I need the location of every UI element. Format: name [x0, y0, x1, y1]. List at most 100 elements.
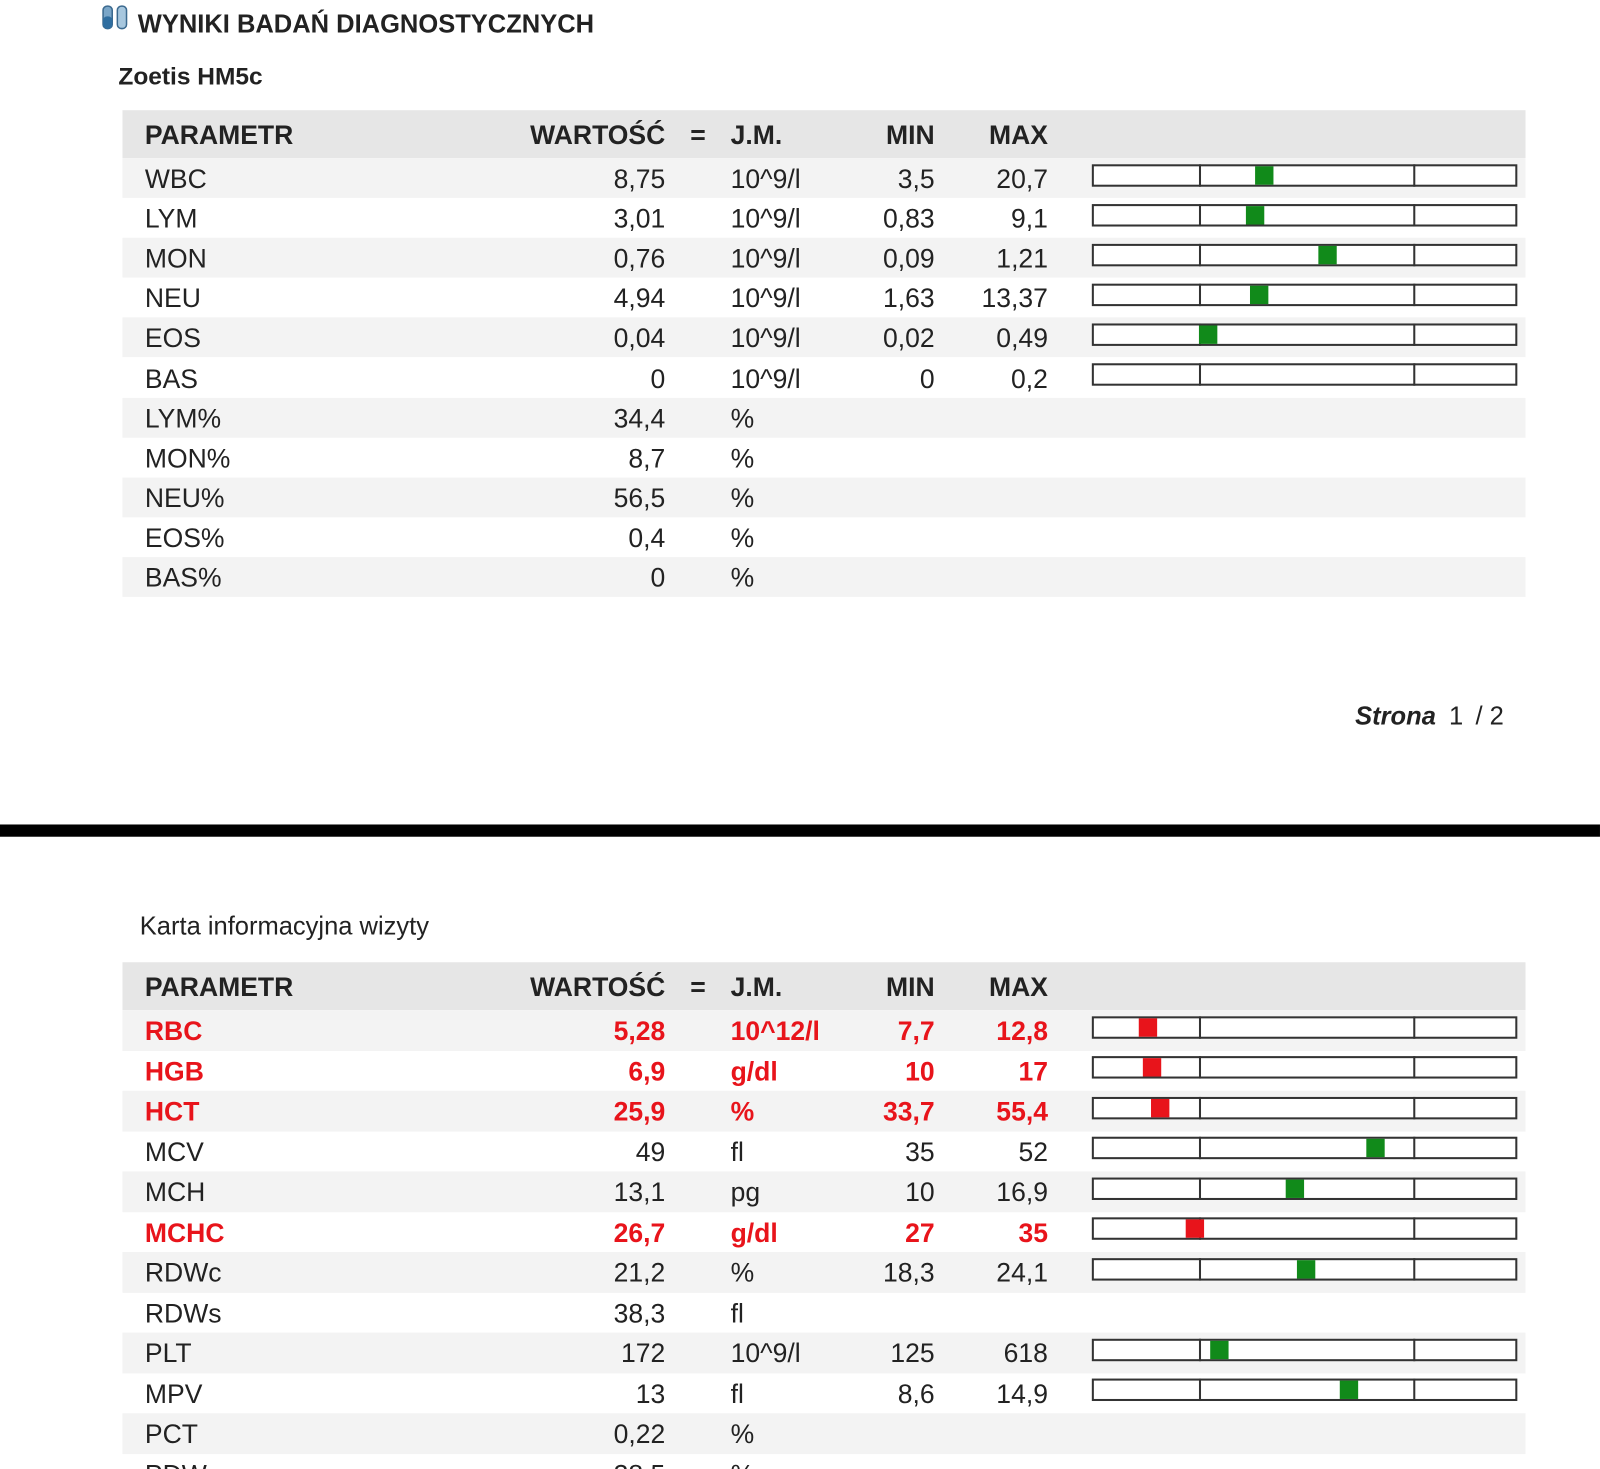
cell: PLT — [144, 1337, 192, 1369]
range-bar — [1091, 243, 1518, 267]
cell: 0,22 — [613, 1418, 666, 1449]
cell: MCH — [144, 1176, 206, 1208]
cell: 0,76 — [613, 243, 666, 274]
range-divider — [1413, 1096, 1416, 1120]
cell: % — [730, 1257, 755, 1288]
cell: % — [730, 562, 755, 593]
range-divider — [1198, 203, 1202, 227]
cell: 10^12/l — [730, 1015, 820, 1046]
cell: 20,7 — [996, 163, 1048, 194]
cell: 6,9 — [628, 1055, 666, 1087]
section-title: Karta informacyjna wizyty — [139, 912, 430, 941]
cell: 10^9/l — [730, 203, 801, 234]
range-divider — [1198, 1177, 1202, 1200]
cell: MCV — [144, 1136, 204, 1167]
column-header: = — [690, 119, 706, 150]
range-marker — [1366, 1139, 1385, 1158]
range-divider — [1413, 203, 1416, 227]
cell: 34,4 — [613, 402, 666, 434]
cell: 13,1 — [613, 1176, 666, 1208]
cell: 0,09 — [883, 243, 935, 274]
cell: PCT — [144, 1418, 198, 1449]
cell: pg — [730, 1176, 761, 1208]
row-bg — [122, 1413, 1526, 1454]
range-marker — [1250, 285, 1269, 304]
cell: 8,75 — [613, 163, 666, 194]
range-divider — [1198, 1257, 1202, 1281]
cell: 33,7 — [883, 1095, 935, 1127]
range-divider — [1413, 363, 1416, 386]
cell: % — [730, 442, 755, 474]
range-marker — [1142, 1058, 1161, 1077]
cell: % — [730, 482, 755, 514]
title: WYNIKI BADAŃ DIAGNOSTYCZNYCH — [137, 10, 595, 39]
range-bar — [1091, 1096, 1518, 1120]
cell: EOS — [144, 322, 201, 354]
range-marker — [1286, 1179, 1305, 1198]
cell: BAS — [144, 362, 198, 394]
row-bg — [122, 477, 1526, 518]
column-header: J.M. — [730, 119, 783, 150]
range-bar — [1091, 1378, 1518, 1402]
cell: RDWc — [144, 1257, 222, 1288]
cell: 52 — [1018, 1136, 1048, 1167]
range-bar — [1091, 203, 1518, 227]
cell: 13 — [635, 1378, 666, 1409]
range-marker — [1255, 165, 1274, 185]
cell: fl — [730, 1378, 744, 1409]
range-bar — [1091, 1338, 1518, 1361]
cell: 9,1 — [1011, 203, 1048, 234]
cell: 10^9/l — [730, 322, 801, 354]
cell: NEU — [144, 282, 201, 314]
range-bar — [1091, 1136, 1518, 1160]
range-divider — [1413, 283, 1416, 306]
range-divider — [1413, 323, 1416, 346]
cell: LYM% — [144, 402, 222, 434]
cell: % — [730, 402, 755, 434]
cell: 21,2 — [613, 1257, 666, 1288]
range-divider — [1413, 243, 1416, 267]
range-divider — [1198, 163, 1202, 187]
range-divider — [1198, 363, 1202, 386]
column-header: J.M. — [730, 971, 783, 1003]
cell: RDWs — [144, 1297, 222, 1329]
cell: 0,02 — [883, 322, 935, 354]
cell: BAS% — [144, 562, 222, 593]
range-bar — [1091, 1217, 1518, 1241]
range-divider — [1413, 1257, 1416, 1281]
cell: 1,21 — [996, 243, 1048, 274]
range-divider — [1198, 1136, 1202, 1160]
range-bar — [1091, 1056, 1518, 1079]
range-bar — [1091, 1177, 1518, 1200]
cell: 7,7 — [897, 1015, 935, 1046]
cell: 10^9/l — [730, 362, 801, 394]
range-marker — [1138, 1018, 1158, 1037]
cell: 0,2 — [1011, 362, 1048, 394]
range-divider — [1198, 1378, 1202, 1402]
cell: 172 — [621, 1337, 666, 1369]
cell: 125 — [890, 1337, 935, 1369]
range-divider — [1413, 163, 1416, 187]
cell: WBC — [144, 163, 207, 194]
table-header-bg — [122, 110, 1526, 159]
range-divider — [1198, 1056, 1202, 1079]
cell: RBC — [144, 1015, 203, 1046]
range-marker — [1339, 1380, 1358, 1400]
cell: 8,7 — [628, 442, 666, 474]
range-marker — [1198, 325, 1218, 344]
cell: 56,5 — [613, 482, 666, 514]
cell: MON — [144, 243, 207, 274]
cell: % — [730, 1095, 755, 1127]
cell: 0,4 — [628, 522, 666, 553]
range-bar — [1091, 323, 1518, 346]
cell: 12,8 — [996, 1015, 1048, 1046]
cell: 25,9 — [613, 1095, 666, 1127]
cell: % — [730, 522, 755, 553]
range-marker — [1151, 1098, 1170, 1118]
cell: 38,3 — [613, 1297, 666, 1329]
cell: 10 — [905, 1176, 935, 1208]
cell: 16,9 — [996, 1176, 1048, 1208]
table-header-bg — [122, 962, 1526, 1011]
